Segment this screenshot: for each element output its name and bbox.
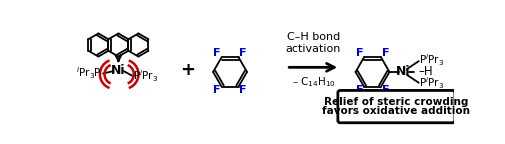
Text: F: F	[381, 86, 388, 95]
Text: F: F	[381, 48, 388, 58]
Text: F: F	[213, 86, 220, 95]
Text: P$^{i}$Pr$_3$: P$^{i}$Pr$_3$	[419, 76, 444, 91]
Text: F: F	[355, 86, 363, 95]
FancyBboxPatch shape	[337, 90, 454, 123]
Text: C–H bond
activation: C–H bond activation	[285, 32, 340, 54]
Text: Relief of steric crowding: Relief of steric crowding	[324, 97, 468, 107]
Text: P$^{i}$Pr$_3$: P$^{i}$Pr$_3$	[419, 53, 444, 68]
Text: – C$_{14}$H$_{10}$: – C$_{14}$H$_{10}$	[292, 75, 336, 89]
Text: F: F	[355, 48, 363, 58]
Text: F: F	[239, 48, 246, 58]
Text: +: +	[180, 61, 195, 79]
Text: F: F	[239, 86, 246, 95]
Text: $^{i}$Pr$_3$P: $^{i}$Pr$_3$P	[76, 66, 102, 81]
Text: P$^{i}$Pr$_3$: P$^{i}$Pr$_3$	[133, 69, 158, 84]
Text: Ni: Ni	[111, 64, 125, 77]
Text: Ni: Ni	[395, 65, 410, 78]
Text: favors oxidative addition: favors oxidative addition	[322, 106, 470, 116]
Text: F: F	[213, 48, 220, 58]
Text: –H: –H	[417, 65, 432, 78]
